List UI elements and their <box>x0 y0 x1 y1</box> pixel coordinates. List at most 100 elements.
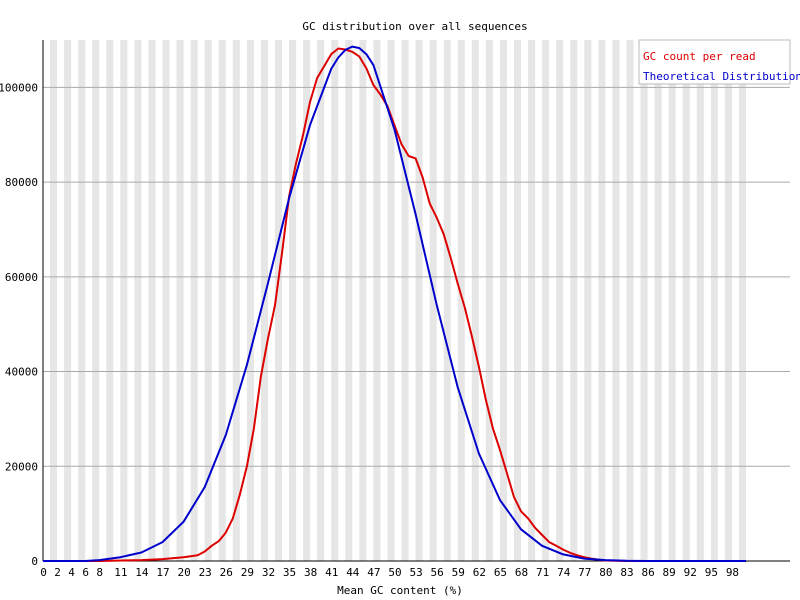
grid-band <box>120 40 128 561</box>
legend-item-theoretical: Theoretical Distribution <box>643 70 800 83</box>
series-lines <box>43 45 746 562</box>
x-tick-label: 47 <box>367 566 380 579</box>
y-tick-label: 80000 <box>5 176 38 189</box>
y-tick-label: 0 <box>31 555 38 568</box>
chart-title: GC distribution over all sequences <box>302 20 527 33</box>
grid-band <box>190 40 198 561</box>
x-tick-label: 4 <box>68 566 75 579</box>
grid-band <box>78 40 86 561</box>
grid-band <box>232 40 240 561</box>
grid-band <box>134 40 142 561</box>
grid-band <box>724 40 732 561</box>
x-tick-label: 26 <box>220 566 233 579</box>
y-tick-label: 20000 <box>5 460 38 473</box>
x-tick-label: 83 <box>620 566 633 579</box>
grid-band <box>696 40 704 561</box>
grid-band <box>471 40 479 561</box>
grid-band <box>570 40 578 561</box>
grid-band <box>457 40 465 561</box>
grid-band <box>176 40 184 561</box>
x-tick-label: 56 <box>431 566 444 579</box>
grid-band <box>738 40 746 561</box>
x-tick-label: 14 <box>135 566 149 579</box>
grid-band <box>274 40 283 561</box>
x-tick-label: 23 <box>199 566 212 579</box>
grid-band <box>612 40 620 561</box>
x-tick-label: 38 <box>304 566 317 579</box>
x-tick-label: 74 <box>557 566 571 579</box>
x-tick-labels: 0 2 4 6 8 11 14 17 20 23 26 29 32 35 38 41 44 47 50 53 56 59 6… <box>40 566 739 579</box>
x-tick-label: 86 <box>641 566 654 579</box>
grid-band <box>218 40 226 561</box>
grid-band <box>668 40 676 561</box>
grid-band <box>92 40 100 561</box>
grid-band <box>682 40 690 561</box>
y-tick-label: 40000 <box>5 366 38 379</box>
x-tick-label: 80 <box>599 566 612 579</box>
grid-band <box>654 40 662 561</box>
grid-band <box>710 40 718 561</box>
grid-band <box>598 40 606 561</box>
grid-band <box>499 40 507 561</box>
grid-band <box>584 40 592 561</box>
grid-band <box>317 40 325 561</box>
grid-band <box>345 40 353 561</box>
x-tick-label: 50 <box>388 566 401 579</box>
grid-band <box>162 40 170 561</box>
x-tick-label: 17 <box>156 566 169 579</box>
grid-band <box>514 40 522 561</box>
series-line-theoretical <box>43 45 746 562</box>
grid-band <box>204 40 212 561</box>
legend: GC count per read Theoretical Distributi… <box>638 39 800 85</box>
grid-band <box>106 40 114 561</box>
x-tick-label: 32 <box>262 566 275 579</box>
y-tick-label: 100000 <box>0 81 38 94</box>
grid-band <box>485 40 493 561</box>
grid-band <box>303 40 311 561</box>
grid-band <box>401 40 409 561</box>
x-tick-label: 20 <box>177 566 190 579</box>
x-tick-label: 71 <box>536 566 549 579</box>
grid-band <box>289 40 297 561</box>
y-tick-label: 60000 <box>5 271 38 284</box>
grid-bands <box>50 40 746 561</box>
grid-band <box>373 40 381 561</box>
grid-band <box>387 40 395 561</box>
x-axis-label: Mean GC content (%) <box>337 584 463 597</box>
x-tick-label: 62 <box>473 566 486 579</box>
x-tick-label: 89 <box>663 566 676 579</box>
grid-band <box>556 40 564 561</box>
x-tick-label: 68 <box>515 566 528 579</box>
x-tick-label: 41 <box>325 566 338 579</box>
grid-band <box>359 40 367 561</box>
x-tick-label: 6 <box>82 566 89 579</box>
legend-item-gc-count: GC count per read <box>643 50 756 63</box>
grid-band <box>429 40 437 561</box>
x-tick-label: 44 <box>346 566 360 579</box>
x-tick-label: 2 <box>54 566 61 579</box>
grid-band <box>542 40 550 561</box>
grid-band <box>443 40 451 561</box>
x-tick-label: 59 <box>452 566 465 579</box>
x-tick-label: 35 <box>283 566 296 579</box>
y-tick-labels: 0 20000 40000 60000 80000 100000 <box>0 81 38 568</box>
grid-band <box>246 40 254 561</box>
x-tick-label: 8 <box>96 566 103 579</box>
x-tick-label: 53 <box>409 566 422 579</box>
x-tick-label: 77 <box>578 566 591 579</box>
x-tick-label: 98 <box>726 566 739 579</box>
grid-band <box>148 40 156 561</box>
x-tick-label: 11 <box>114 566 127 579</box>
grid-band <box>626 40 634 561</box>
horizontal-gridlines <box>43 86 790 467</box>
grid-band <box>415 40 423 561</box>
grid-band <box>64 40 72 561</box>
grid-band <box>640 40 648 561</box>
grid-band <box>528 40 536 561</box>
x-tick-label: 29 <box>241 566 254 579</box>
x-tick-label: 0 <box>40 566 47 579</box>
legend-box <box>638 39 791 85</box>
x-tick-label: 95 <box>705 566 718 579</box>
x-tick-label: 92 <box>684 566 697 579</box>
